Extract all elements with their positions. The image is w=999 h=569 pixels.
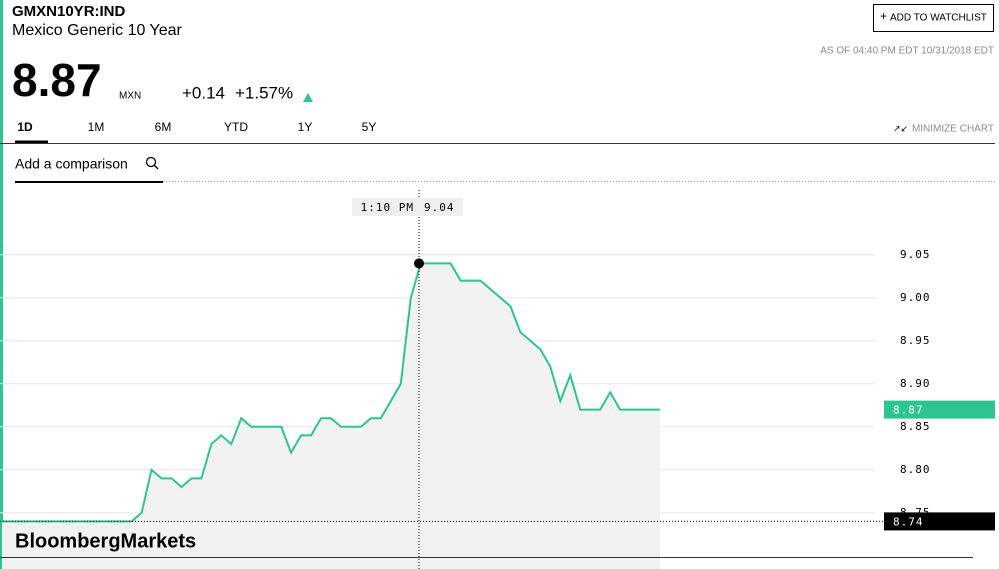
accent-bar — [0, 0, 3, 569]
y-tick-label: 8.80 — [900, 463, 931, 476]
y-tick-label: 8.90 — [900, 377, 931, 390]
comparison-input[interactable]: Add a comparison — [15, 156, 128, 172]
plus-icon: + — [880, 9, 887, 23]
search-icon[interactable] — [145, 156, 157, 168]
minimize-chart[interactable]: MINIMIZE CHART — [912, 124, 994, 135]
crosshair-time: 1:10 PM — [361, 201, 414, 214]
y-tick-label: 8.95 — [900, 334, 931, 347]
currency: MXN — [119, 91, 141, 102]
change: +0.14 — [182, 83, 225, 102]
crosshair-tooltip — [352, 198, 463, 216]
watchlist-button[interactable]: + ADD TO WATCHLIST — [873, 4, 994, 32]
previous-close-box — [884, 512, 995, 531]
watermark: BloombergMarkets — [15, 530, 196, 552]
tab[interactable]: YTD — [224, 120, 248, 134]
as-of: AS OF 04:40 PM EDT 10/31/2018 EDT — [820, 46, 994, 57]
tab[interactable]: 6M — [155, 120, 172, 134]
tab[interactable]: 5Y — [362, 120, 377, 134]
y-tick-label: 9.00 — [900, 291, 931, 304]
tab[interactable]: 1M — [88, 120, 105, 134]
up-arrow — [303, 93, 313, 102]
tab[interactable]: 1Y — [298, 120, 313, 134]
y-tick-label: 8.85 — [900, 420, 931, 433]
plot: 8.758.808.858.908.959.009.058.748.871:10… — [0, 190, 995, 569]
search-icon-handle — [153, 164, 159, 170]
button-label: ADD TO WATCHLIST — [890, 13, 987, 24]
symbol: GMXN10YR:IND — [12, 3, 126, 20]
tab[interactable]: 1D — [17, 120, 33, 134]
button-frame — [873, 4, 994, 32]
price: 8.87 — [12, 54, 102, 106]
area-fill — [2, 263, 660, 569]
last-value-label: 8.87 — [893, 404, 924, 417]
previous-close-label: 8.74 — [893, 515, 924, 528]
instrument-name: Mexico Generic 10 Year — [12, 22, 183, 39]
crosshair-dot — [414, 258, 424, 269]
minimize-icon[interactable]: ↗↙ — [893, 123, 908, 133]
change-percent: +1.57% — [235, 83, 293, 102]
tabs: 1D 1M 6M YTD 1Y 5Y — [17, 120, 376, 134]
crosshair-value: 9.04 — [424, 201, 455, 214]
y-tick-label: 9.05 — [900, 248, 931, 261]
last-value-box — [884, 400, 995, 419]
